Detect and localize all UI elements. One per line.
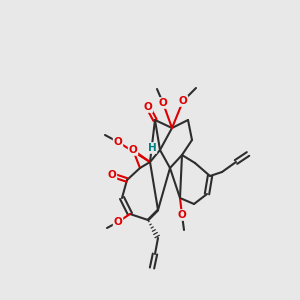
- Text: O: O: [144, 102, 152, 112]
- Text: O: O: [178, 210, 186, 220]
- Text: O: O: [114, 217, 122, 227]
- Text: O: O: [114, 137, 122, 147]
- Text: O: O: [178, 96, 188, 106]
- Text: O: O: [129, 145, 137, 155]
- Text: O: O: [108, 170, 116, 180]
- Text: H: H: [148, 143, 156, 153]
- Text: O: O: [159, 98, 167, 108]
